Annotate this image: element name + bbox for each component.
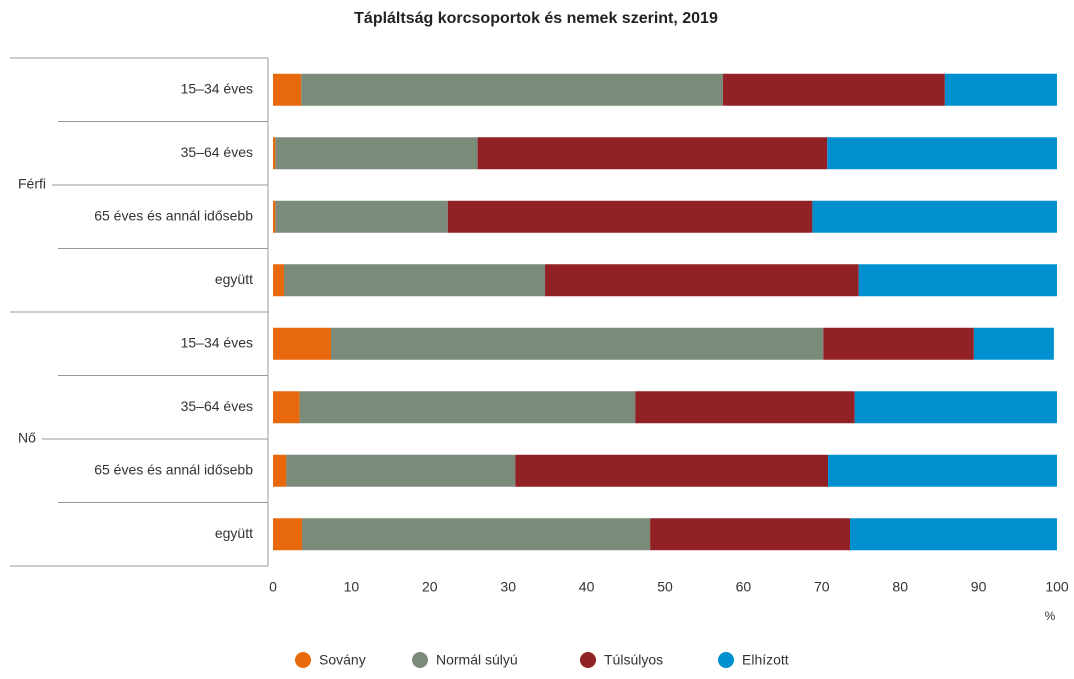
x-tick-label: 50 <box>657 579 673 595</box>
y-tick-label: 15–34 éves <box>181 80 253 96</box>
x-axis-label: % <box>1045 609 1056 623</box>
bar-segment <box>273 264 284 297</box>
bar-segment <box>331 327 824 360</box>
legend-marker <box>580 652 596 668</box>
legend-marker <box>295 652 311 668</box>
x-tick-label: 30 <box>500 579 516 595</box>
bar-segment <box>812 200 1057 233</box>
x-tick-label: 70 <box>814 579 830 595</box>
x-tick-label: 20 <box>422 579 438 595</box>
bar-segment <box>273 327 332 360</box>
group-label: Férfi <box>18 176 46 192</box>
x-tick-label: 90 <box>971 579 987 595</box>
bar-segment <box>283 264 546 297</box>
bar-segment <box>273 137 276 170</box>
legend-marker <box>412 652 428 668</box>
bar-segment <box>447 200 813 233</box>
y-tick-label: együtt <box>215 271 253 287</box>
bar-segment <box>650 518 851 551</box>
bar-segment <box>827 137 1057 170</box>
legend-label: Normál súlyú <box>436 652 518 668</box>
legend-label: Sovány <box>319 652 366 668</box>
y-tick-label: 35–64 éves <box>181 144 253 160</box>
y-tick-label: 65 éves és annál idősebb <box>94 207 253 223</box>
x-tick-label: 100 <box>1045 579 1069 595</box>
legend-marker <box>718 652 734 668</box>
group-label: Nő <box>18 430 36 446</box>
x-tick-label: 0 <box>269 579 277 595</box>
bar-segment <box>828 454 1057 487</box>
chart-title: Tápláltság korcsoportok és nemek szerint… <box>354 10 718 27</box>
bar-segment <box>854 391 1057 424</box>
y-tick-label: 35–64 éves <box>181 398 253 414</box>
bar-segment <box>273 200 276 233</box>
bar-segment <box>858 264 1057 297</box>
bar-segment <box>823 327 974 360</box>
x-tick-label: 40 <box>579 579 595 595</box>
bar-segment <box>275 200 448 233</box>
x-tick-label: 60 <box>736 579 752 595</box>
bar-segment <box>286 454 516 487</box>
bar-segment <box>273 518 303 551</box>
bar-segment <box>850 518 1057 551</box>
bar-segment <box>635 391 855 424</box>
x-tick-label: 10 <box>344 579 360 595</box>
y-tick-label: együtt <box>215 525 253 541</box>
bar-segment <box>723 73 945 106</box>
legend-label: Elhízott <box>742 652 789 668</box>
bar-segment <box>944 73 1057 106</box>
bar-segment <box>302 518 651 551</box>
bar-segment <box>273 73 302 106</box>
legend-label: Túlsúlyos <box>604 652 663 668</box>
y-tick-label: 65 éves és annál idősebb <box>94 461 253 477</box>
y-tick-label: 15–34 éves <box>181 334 253 350</box>
bar-segment <box>273 391 300 424</box>
bar-segment <box>545 264 859 297</box>
bar-segment <box>275 137 478 170</box>
bar-segment <box>477 137 828 170</box>
bar-segment <box>515 454 829 487</box>
bar-segment <box>301 73 724 106</box>
bar-segment <box>299 391 636 424</box>
bar-segment <box>973 327 1054 360</box>
x-tick-label: 80 <box>892 579 908 595</box>
bar-segment <box>273 454 287 487</box>
